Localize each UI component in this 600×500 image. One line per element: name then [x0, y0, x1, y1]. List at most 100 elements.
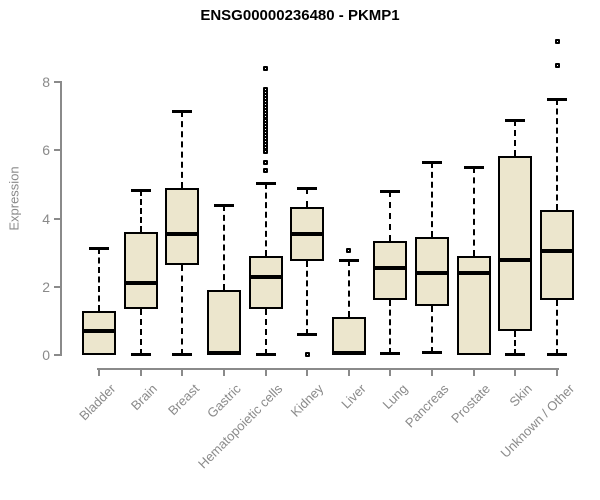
whisker-lower	[556, 300, 559, 355]
whisker-cap-upper	[213, 203, 234, 207]
whisker-cap-upper	[297, 186, 318, 190]
x-axis-tick	[98, 370, 100, 376]
whisker-lower	[306, 261, 309, 335]
y-tick-label: 6	[42, 142, 50, 159]
chart-title: ENSG00000236480 - PKMP1	[200, 7, 400, 24]
whisker-cap-upper	[338, 258, 359, 262]
y-axis-tick	[54, 81, 61, 84]
x-tick-label: Skin	[506, 381, 536, 410]
y-axis-tick	[54, 354, 61, 356]
whisker-cap-lower	[255, 353, 276, 356]
median-line	[456, 271, 491, 276]
whisker-lower	[514, 331, 517, 355]
whisker-upper	[222, 204, 225, 291]
x-axis-tick	[431, 370, 434, 376]
y-tick-label: 2	[42, 278, 50, 295]
y-axis-line	[60, 81, 62, 356]
outlier-point	[263, 168, 269, 174]
median-line	[165, 231, 200, 236]
whisker-cap-upper	[505, 118, 526, 122]
x-tick-label: Breast	[164, 381, 202, 419]
x-tick-label: Bladder	[76, 381, 119, 424]
median-line	[415, 271, 450, 276]
y-tick-label: 0	[42, 347, 50, 363]
whisker-cap-upper	[547, 98, 568, 102]
whisker-upper	[98, 247, 100, 311]
median-line	[248, 274, 283, 279]
x-axis-tick	[264, 370, 267, 376]
x-tick-label: Pancreas	[402, 381, 452, 431]
whisker-upper	[181, 111, 184, 188]
median-line	[498, 257, 533, 262]
x-tick-label: Prostate	[448, 381, 494, 426]
x-tick-label: Gastric	[203, 381, 244, 421]
y-axis-tick	[54, 285, 61, 288]
outlier-point	[554, 62, 560, 68]
whisker-cap-upper	[422, 161, 443, 165]
x-axis-line	[97, 368, 560, 370]
whisker-cap-lower	[505, 353, 526, 356]
median-line	[123, 281, 158, 286]
whisker-upper	[264, 182, 267, 257]
whisker-cap-lower	[297, 332, 318, 336]
box	[331, 317, 366, 355]
y-axis-tick	[54, 217, 61, 220]
x-axis-tick	[389, 370, 392, 376]
box	[206, 290, 241, 355]
box	[373, 240, 408, 301]
whisker-cap-lower	[172, 353, 193, 356]
whisker-lower	[264, 308, 267, 355]
whisker-cap-upper	[130, 188, 151, 192]
whisker-lower	[181, 264, 184, 355]
whisker-cap-upper	[463, 166, 484, 170]
y-tick-label: 4	[42, 210, 50, 227]
whisker-upper	[347, 259, 350, 318]
x-axis-tick	[347, 370, 350, 376]
whisker-lower	[139, 308, 142, 355]
median-line	[290, 231, 325, 236]
median-line	[331, 350, 366, 355]
whisker-upper	[139, 189, 142, 233]
whisker-lower	[431, 305, 434, 354]
outlier-point	[554, 38, 560, 44]
x-tick-label: Liver	[337, 381, 369, 412]
whisker-upper	[306, 187, 309, 207]
whisker-cap-lower	[547, 353, 568, 356]
box	[540, 210, 575, 301]
median-line	[373, 266, 408, 271]
x-axis-tick	[306, 370, 309, 376]
x-axis-tick	[181, 370, 184, 376]
x-axis-tick	[222, 370, 225, 376]
whisker-cap-upper	[89, 246, 109, 250]
x-axis-tick	[472, 370, 475, 376]
x-axis-tick	[556, 370, 559, 376]
outlier-point	[263, 66, 269, 72]
whisker-upper	[514, 119, 517, 156]
box	[498, 155, 533, 332]
x-axis-tick	[139, 370, 142, 376]
outlier-point	[263, 159, 269, 165]
x-tick-label: Lung	[379, 381, 411, 413]
whisker-cap-lower	[422, 351, 443, 355]
whisker-lower	[389, 300, 392, 354]
outlier-point	[304, 351, 310, 357]
box	[123, 232, 158, 309]
whisker-upper	[389, 191, 392, 241]
box	[248, 256, 283, 309]
box	[165, 187, 200, 265]
whisker-upper	[472, 167, 475, 257]
median-line	[540, 248, 575, 253]
whisker-upper	[556, 99, 559, 211]
median-line	[82, 329, 116, 334]
whisker-cap-lower	[380, 351, 401, 355]
outlier-point	[263, 86, 269, 92]
x-axis-tick	[514, 370, 517, 376]
whisker-cap-upper	[380, 190, 401, 194]
whisker-cap-lower	[130, 353, 151, 356]
outlier-point	[346, 248, 352, 254]
x-tick-label: Kidney	[288, 381, 327, 420]
y-tick-label: 8	[42, 74, 50, 91]
whisker-cap-upper	[172, 110, 193, 114]
